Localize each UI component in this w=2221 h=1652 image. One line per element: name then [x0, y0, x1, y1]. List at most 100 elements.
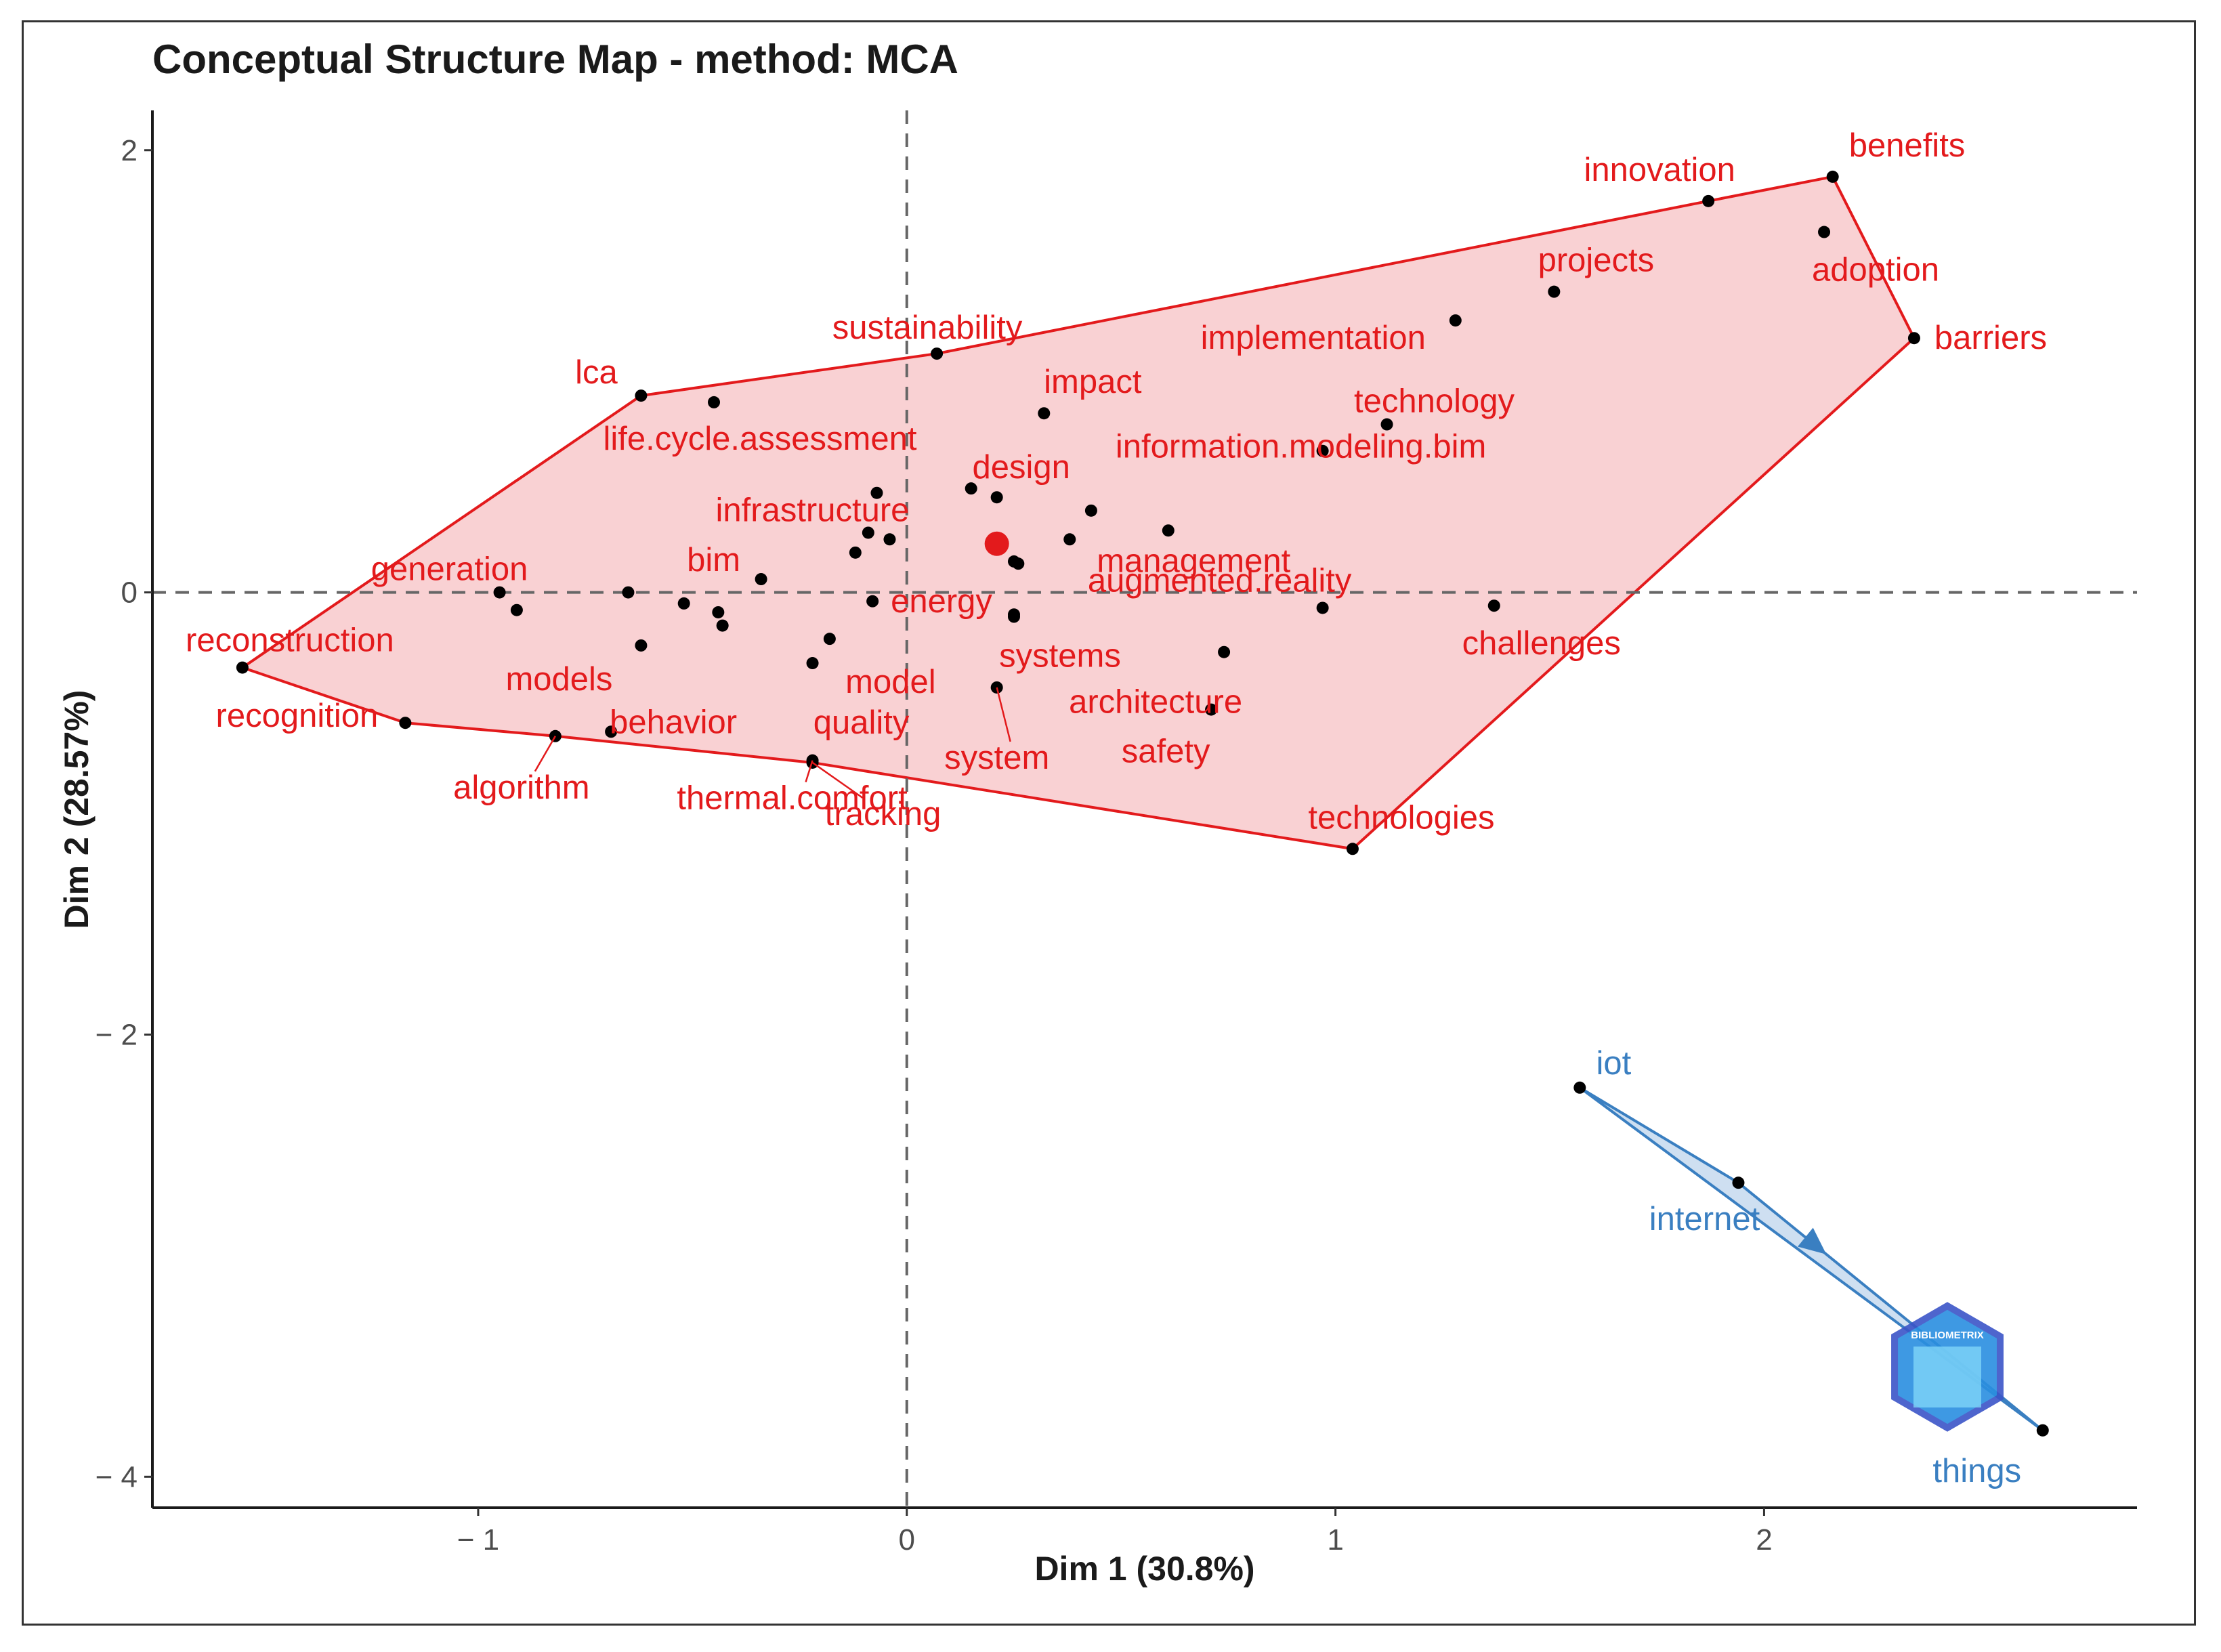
point-label-technology: technology	[1354, 383, 1515, 420]
point-projects	[1548, 285, 1561, 298]
point-label-quality: quality	[813, 704, 910, 741]
point-label-models: models	[505, 661, 612, 698]
point-architecture	[1218, 645, 1231, 658]
point-augmented-reality	[1316, 601, 1329, 614]
cluster-arrow-marker	[1797, 1227, 1827, 1254]
point-implementation	[1449, 314, 1462, 327]
point-label-bim: bim	[687, 542, 740, 578]
point-label-information-modeling-bim: information.modeling.bim	[1116, 429, 1486, 465]
point-quality	[806, 657, 819, 670]
point-unlabeled-46	[866, 595, 879, 608]
label-layer: benefits innovation adoption projects barrie…	[186, 127, 2047, 1489]
bibliometrix-logo-icon: BIBLIOMETRIX	[1891, 1302, 2004, 1432]
point-unlabeled-41	[622, 586, 635, 599]
point-iot	[1573, 1081, 1586, 1094]
point-label-systems: systems	[999, 638, 1121, 675]
point-label-architecture: architecture	[1069, 684, 1242, 721]
leader-line-tracking	[811, 761, 864, 799]
point-label-life-cycle-assessment: life.cycle.assessment	[604, 421, 917, 457]
point-technology	[1380, 418, 1393, 431]
point-generation	[493, 586, 506, 599]
point-label-behavior: behavior	[610, 704, 737, 740]
point-reconstruction	[236, 661, 249, 674]
point-label-augmented-reality: augmented.reality	[1088, 562, 1352, 599]
point-label-implementation: implementation	[1201, 320, 1426, 356]
point-label-thermal-comfort: thermal.comfort	[677, 780, 908, 817]
point-life-cycle-assessment	[708, 396, 721, 408]
point-unlabeled-36	[862, 526, 874, 539]
point-information-modeling-bim	[1316, 444, 1329, 457]
point-innovation	[1702, 194, 1715, 207]
point-label-internet: internet	[1649, 1201, 1760, 1237]
x-tick-label: 1	[1327, 1523, 1343, 1556]
point-sustainability	[931, 347, 944, 360]
point-unlabeled-43	[677, 597, 690, 610]
point-unlabeled-37	[883, 533, 896, 546]
leader-line-thermal-comfort	[805, 760, 813, 783]
point-unlabeled-34	[965, 482, 977, 495]
logo-inner	[1913, 1347, 1981, 1407]
point-benefits	[1826, 170, 1839, 183]
point-safety	[1205, 703, 1218, 716]
y-tick-label: − 4	[96, 1460, 138, 1494]
point-label-tracking: tracking	[825, 796, 942, 832]
point-behavior	[605, 725, 618, 738]
x-axis-title: Dim 1 (30.8%)	[1034, 1550, 1254, 1588]
point-label-innovation: innovation	[1584, 152, 1735, 188]
point-label-model: model	[845, 664, 935, 700]
point-label-safety: safety	[1122, 734, 1210, 770]
point-design	[990, 491, 1003, 504]
point-models	[635, 639, 648, 652]
point-bim	[755, 573, 767, 586]
point-label-reconstruction: reconstruction	[186, 622, 394, 659]
point-management	[1063, 533, 1076, 546]
axis-ticks: − 1 0 1 2 2 0 − 2 − 4	[96, 134, 1773, 1556]
point-model	[823, 633, 836, 645]
point-label-sustainability: sustainability	[832, 310, 1023, 346]
cluster-hull-2	[1579, 1086, 2044, 1432]
x-tick-label: 0	[899, 1523, 915, 1556]
point-lca	[635, 389, 648, 402]
point-unlabeled-40	[1162, 524, 1175, 537]
point-label-energy: energy	[891, 583, 992, 620]
point-label-management: management	[1097, 543, 1290, 579]
point-label-projects: projects	[1538, 242, 1655, 279]
point-label-things: things	[1932, 1453, 2021, 1489]
point-label-challenges: challenges	[1462, 625, 1621, 662]
chart-frame: Conceptual Structure Map - method: MCA b…	[22, 20, 2196, 1626]
point-unlabeled-44	[712, 606, 725, 618]
leader-line-system	[996, 687, 1011, 742]
point-label-generation: generation	[371, 551, 528, 588]
point-label-technologies: technologies	[1308, 799, 1494, 836]
point-internet	[1732, 1177, 1745, 1189]
point-unlabeled-47	[1007, 608, 1020, 621]
point-unlabeled-39	[1084, 504, 1097, 517]
point-label-recognition: recognition	[216, 698, 379, 734]
reference-lines	[152, 110, 2137, 1508]
point-label-benefits: benefits	[1849, 127, 1966, 164]
chart-title: Conceptual Structure Map - method: MCA	[152, 37, 958, 82]
x-tick-label: − 1	[457, 1523, 499, 1556]
point-unlabeled-42	[510, 603, 523, 616]
y-axis-title: Dim 2 (28.57%)	[58, 690, 96, 929]
point-label-iot: iot	[1596, 1045, 1631, 1082]
chart-canvas: Conceptual Structure Map - method: MCA b…	[58, 37, 2137, 1588]
point-infrastructure	[870, 486, 883, 499]
point-recognition	[399, 717, 412, 729]
point-label-lca: lca	[575, 354, 618, 391]
cluster-centroid-1	[984, 531, 1009, 556]
logo-text: BIBLIOMETRIX	[1911, 1330, 1984, 1341]
point-label-infrastructure: infrastructure	[716, 492, 910, 529]
point-unlabeled-35	[849, 546, 862, 559]
point-impact	[1038, 407, 1051, 420]
y-tick-label: 0	[121, 576, 138, 610]
point-unlabeled-45	[716, 619, 729, 632]
point-adoption	[1818, 226, 1831, 238]
point-barriers	[1907, 332, 1920, 345]
point-label-algorithm: algorithm	[453, 769, 590, 806]
point-label-barriers: barriers	[1934, 320, 2047, 356]
y-tick-label: 2	[121, 134, 138, 167]
point-label-system: system	[944, 740, 1049, 776]
x-tick-label: 2	[1756, 1523, 1772, 1556]
point-things	[2036, 1424, 2049, 1437]
